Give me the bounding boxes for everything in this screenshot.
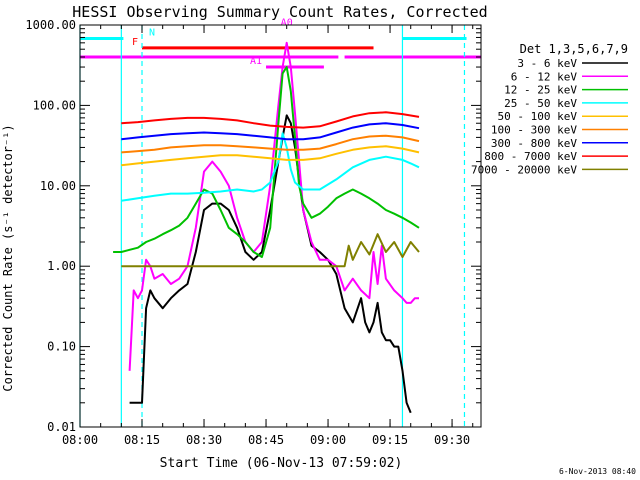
x-axis: 08:00 08:15 08:30 08:45 09:00 09:15 09:30 [62,25,474,447]
plot-frame [79,24,482,428]
y-tick-label: 0.10 [47,340,76,354]
series-line-50-100-kev [121,145,420,167]
y-tick-label: 0.01 [47,420,76,434]
legend-label: 6 - 12 keV [511,70,578,83]
annotation-label-a0: A0 [281,18,293,29]
series-line-300-800-kev [121,122,420,141]
x-tick-label: 08:30 [186,433,222,447]
annotation-label-a1: A1 [250,56,262,67]
x-tick-label: 09:00 [310,433,346,447]
series-line-25-50-kev [121,132,420,202]
x-tick-label: 08:45 [248,433,284,447]
y-tick-label: 1.00 [47,259,76,273]
series-line-3-6-kev [129,114,412,414]
legend-label: 25 - 50 keV [504,97,577,110]
x-tick-label: 09:30 [434,433,470,447]
legend-label: 50 - 100 keV [498,110,578,123]
series-line-100-300-kev [121,134,420,154]
chart-title: HESSI Observing Summary Count Rates, Cor… [72,3,487,21]
annotation-label-f: F [132,37,138,48]
legend-title: Det 1,3,5,6,7,9 [520,42,628,56]
y-tick-label: 1000.00 [25,18,76,32]
x-tick-label: 08:15 [124,433,160,447]
legend-label: 100 - 300 keV [491,124,577,137]
vertical-marker-layer [79,25,466,427]
legend-label: 800 - 7000 keV [484,150,577,163]
series-line-800-7000-kev [121,111,420,129]
annotation-label-n: N [149,27,155,38]
x-tick-label: 08:00 [62,433,98,447]
legend-label: 3 - 6 keV [517,57,577,70]
legend-label: 300 - 800 keV [491,137,577,150]
y-tick-label: 100.00 [33,98,76,112]
legend-label: 7000 - 20000 keV [471,163,577,176]
annotation-layer: NF A1 A0 [80,18,481,69]
legend-label: 12 - 25 keV [504,84,577,97]
series-layer [113,41,420,414]
y-axis-label: Corrected Count Rate (s⁻¹ detector⁻¹) [1,124,15,391]
y-tick-label: 10.00 [40,179,76,193]
footer-timestamp: 6-Nov-2013 08:40 [559,467,636,476]
x-axis-label: Start Time (06-Nov-13 07:59:02) [160,456,403,471]
series-line-6-12-kev [128,41,419,371]
y-axis: 0.01 0.10 1.00 10.00 100.00 1000.00 [25,18,481,434]
series-line-7000-20000-kev [121,233,420,268]
series-line-12-25-kev [113,66,420,258]
x-tick-label: 09:15 [372,433,408,447]
